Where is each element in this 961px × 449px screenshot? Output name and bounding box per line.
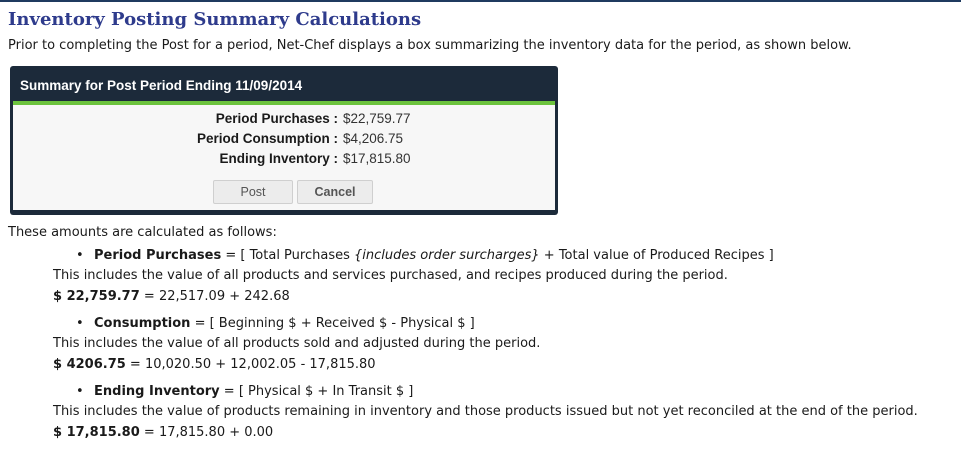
formula-prefix: = [ Beginning $ + Received $ - Physical …: [190, 316, 475, 331]
post-summary-dialog: Summary for Post Period Ending 11/09/201…: [10, 66, 558, 215]
summary-row-ending-inventory: Ending Inventory : $17,815.80: [13, 151, 558, 169]
summary-value: $22,759.77: [343, 111, 411, 126]
top-divider: [0, 0, 961, 2]
summary-label: Period Consumption :: [197, 131, 338, 146]
formula-ending-inventory: • Ending Inventory = [ Physical $ + In Tr…: [76, 384, 413, 399]
formula-consumption: • Consumption = [ Beginning $ + Received …: [76, 316, 475, 331]
term: Period Purchases: [94, 248, 222, 263]
summary-value: $17,815.80: [343, 151, 411, 166]
result-amount: $ 17,815.80: [53, 425, 140, 440]
result-formula: = 17,815.80 + 0.00: [139, 425, 274, 440]
formula-note: {includes order surcharges}: [354, 248, 540, 263]
dialog-accent-bar: [13, 101, 555, 105]
description-ending-inventory: This includes the value of products rema…: [53, 404, 918, 419]
dialog-title: Summary for Post Period Ending 11/09/201…: [20, 78, 303, 93]
result-consumption: $ 4206.75 = 10,020.50 + 12,002.05 - 17,8…: [53, 357, 376, 372]
summary-value: $4,206.75: [343, 131, 404, 146]
bullet-icon: •: [76, 248, 84, 263]
description-consumption: This includes the value of all products …: [53, 336, 541, 351]
dialog-body: Period Purchases : $22,759.77 Period Con…: [13, 105, 555, 210]
result-purchases: $ 22,759.77 = 22,517.09 + 242.68: [53, 289, 290, 304]
result-formula: = 22,517.09 + 242.68: [139, 289, 290, 304]
bullet-icon: •: [76, 316, 84, 331]
formula-purchases: • Period Purchases = [ Total Purchases {i…: [76, 248, 774, 263]
summary-row-purchases: Period Purchases : $22,759.77: [13, 111, 558, 129]
term: Ending Inventory: [94, 384, 220, 399]
page-title: Inventory Posting Summary Calculations: [8, 9, 422, 30]
summary-label: Ending Inventory :: [219, 151, 338, 166]
post-button[interactable]: Post: [213, 180, 293, 204]
summary-row-consumption: Period Consumption : $4,206.75: [13, 131, 558, 149]
bullet-icon: •: [76, 384, 84, 399]
formula-suffix: + Total value of Produced Recipes ]: [539, 248, 774, 263]
result-amount: $ 4206.75: [53, 357, 126, 372]
result-amount: $ 22,759.77: [53, 289, 140, 304]
result-ending-inventory: $ 17,815.80 = 17,815.80 + 0.00: [53, 425, 273, 440]
summary-label: Period Purchases :: [215, 111, 338, 126]
intro-paragraph: Prior to completing the Post for a perio…: [8, 38, 852, 53]
description-purchases: This includes the value of all products …: [53, 268, 728, 283]
term: Consumption: [94, 316, 191, 331]
formula-prefix: = [ Total Purchases: [221, 248, 354, 263]
result-formula: = 10,020.50 + 12,002.05 - 17,815.80: [125, 357, 376, 372]
calculation-lead: These amounts are calculated as follows:: [8, 225, 277, 240]
formula-prefix: = [ Physical $ + In Transit $ ]: [219, 384, 414, 399]
cancel-button[interactable]: Cancel: [297, 180, 373, 204]
